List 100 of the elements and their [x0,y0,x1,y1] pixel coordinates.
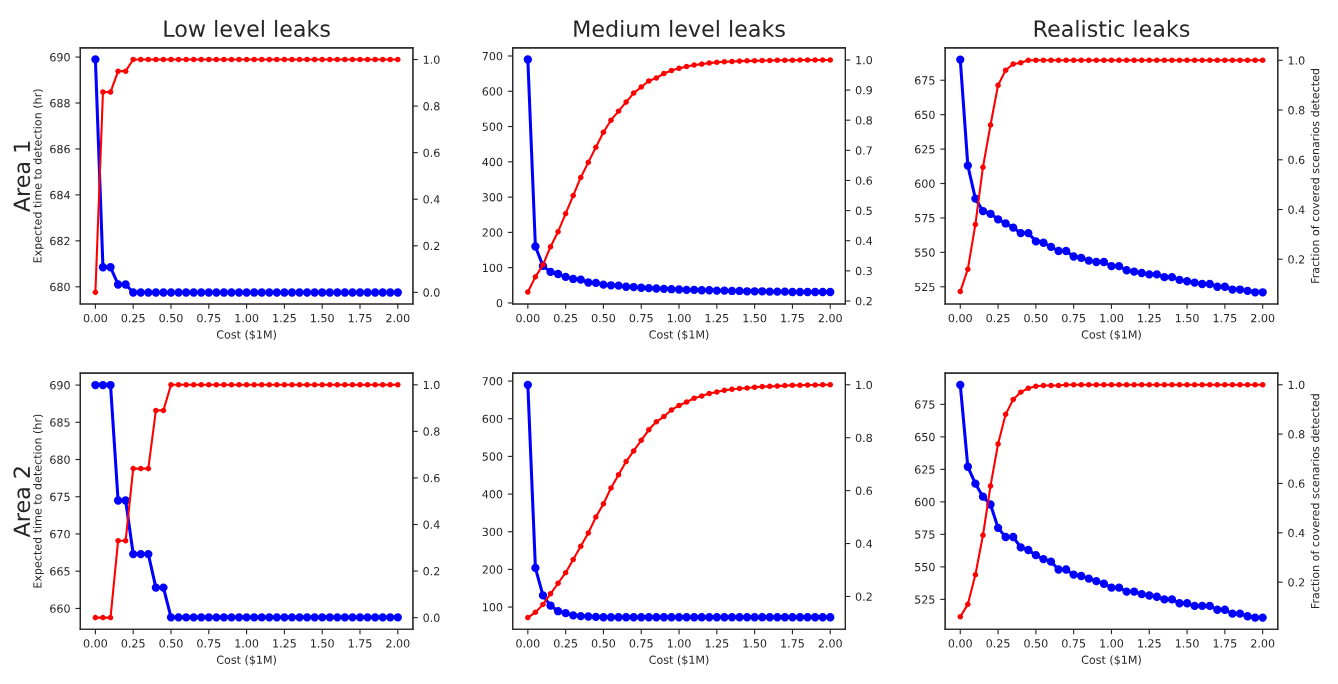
point [819,57,826,63]
point [676,402,682,409]
point [1033,57,1039,64]
point [228,382,235,388]
point [1259,57,1266,64]
point [705,286,714,295]
y-tick-label: 575 [915,530,935,539]
point [1214,57,1221,64]
point [826,287,835,297]
y-tick-label: 686 [50,144,70,154]
point [122,68,129,74]
point [251,382,257,388]
point [742,613,752,622]
x-axis-title: Cost ($1M) [1081,330,1141,341]
point [160,56,167,63]
point [963,161,972,170]
point [599,613,608,622]
point [310,613,319,622]
point [1214,381,1221,388]
point [289,56,295,63]
y-tick-label: 675 [914,400,935,409]
point [1169,381,1175,388]
point [348,613,357,622]
point [265,288,274,297]
point [1259,381,1266,388]
point [712,286,721,295]
y-tick-label: 200 [482,565,503,574]
point [956,380,965,390]
point [667,613,676,622]
x-tick-label: 1.25 [705,639,729,648]
x-tick-label: 1.25 [1138,313,1161,323]
point [1069,570,1078,579]
point [606,613,616,622]
point [523,55,532,64]
point [221,382,227,388]
point [1161,381,1168,388]
point [387,382,394,388]
point [765,613,774,622]
chart-title: Medium level leaks [574,19,785,38]
point [289,382,295,388]
point [956,55,965,64]
point [1048,57,1054,64]
point [1099,257,1109,267]
point [243,382,250,388]
point [1228,609,1237,618]
point [1101,57,1107,64]
y-tick-label: 670 [50,529,70,539]
point [661,70,667,77]
point [1024,545,1033,555]
point [1048,382,1054,389]
point [606,281,616,290]
point [242,613,251,622]
x-tick-label: 2.00 [1251,313,1275,323]
point [302,288,312,297]
y-tick-label: 550 [915,562,935,572]
point [1154,57,1160,64]
point [698,61,705,67]
point [198,56,205,63]
y-tick-label: 300 [482,527,503,537]
point [1235,285,1245,294]
point [92,289,99,296]
point [1078,381,1085,388]
x-tick-label: 0.50 [159,639,183,648]
point [1078,57,1085,64]
point [980,532,986,539]
x-tick-label: 2.00 [386,313,410,323]
point [1191,57,1198,64]
point [107,89,114,95]
point [159,288,168,297]
point [166,288,176,297]
x-tick-label: 0.50 [1024,313,1048,323]
y2-tick-label: 1.0 [423,380,440,390]
point [721,58,728,65]
point [204,288,213,297]
y2-tick-label: 0.4 [855,236,873,246]
point [274,56,280,63]
point [280,613,289,622]
point [1131,381,1137,388]
point [780,613,790,622]
x-tick-label: 1.50 [743,639,767,648]
point [151,583,161,592]
point [561,608,570,618]
x-tick-label: 0.75 [1062,639,1086,648]
point [1152,270,1161,279]
point [773,287,782,296]
point [644,283,653,293]
point [213,382,220,388]
point [759,383,765,390]
x-tick-label: 0.25 [121,313,145,323]
point [577,174,584,181]
point [553,269,563,279]
x-tick-label: 0.50 [1024,639,1048,648]
x-tick-label: 0.75 [1062,313,1086,323]
point [1145,270,1154,279]
point [1146,57,1153,64]
y-tick-label: 685 [50,418,70,427]
point [797,57,803,63]
point [340,613,350,622]
point [774,383,781,389]
point [644,613,653,622]
